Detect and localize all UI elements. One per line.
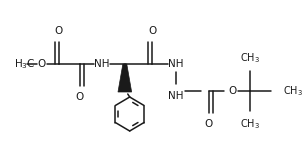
Text: $\mathregular{CH_3}$: $\mathregular{CH_3}$	[240, 117, 259, 131]
Text: O: O	[76, 92, 84, 102]
Text: NH: NH	[168, 91, 183, 101]
Polygon shape	[118, 64, 132, 92]
Text: O: O	[204, 119, 213, 129]
Text: NH: NH	[168, 59, 183, 69]
Text: O: O	[228, 86, 236, 96]
Text: O: O	[54, 26, 63, 36]
Text: $\mathregular{CH_3}$: $\mathregular{CH_3}$	[240, 51, 259, 65]
Text: O: O	[38, 59, 46, 69]
Text: $\mathregular{CH_3}$: $\mathregular{CH_3}$	[283, 84, 303, 98]
Text: NH: NH	[94, 59, 109, 69]
Text: O: O	[148, 26, 156, 36]
Text: $\mathregular{H_3C}$: $\mathregular{H_3C}$	[14, 57, 35, 71]
